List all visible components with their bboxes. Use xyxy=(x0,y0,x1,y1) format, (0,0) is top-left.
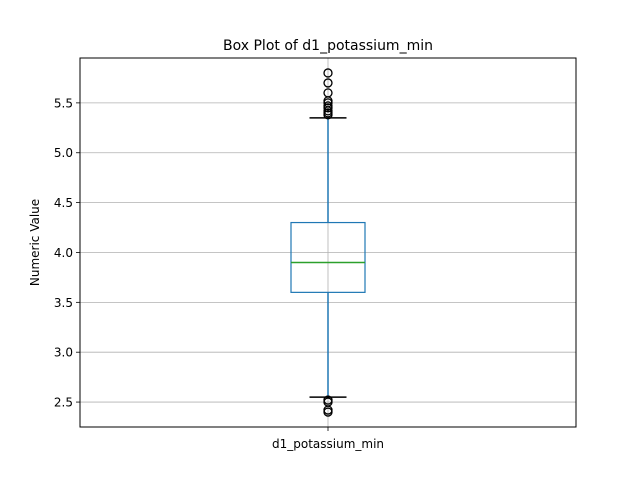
outlier-point xyxy=(323,395,333,405)
x-tick-label: d1_potassium_min xyxy=(272,437,384,451)
outlier-point xyxy=(323,68,333,78)
y-tick-label: 2.5 xyxy=(54,396,73,410)
y-axis-label: Numeric Value xyxy=(28,199,42,286)
y-tick-label: 5.0 xyxy=(54,146,73,160)
y-tick-label: 4.5 xyxy=(54,196,73,210)
x-axis-ticks: d1_potassium_min xyxy=(272,427,384,451)
y-tick-label: 4.0 xyxy=(54,246,73,260)
y-tick-label: 5.5 xyxy=(54,96,73,110)
chart-title: Box Plot of d1_potassium_min xyxy=(223,38,433,54)
y-tick-label: 3.5 xyxy=(54,296,73,310)
box-group xyxy=(290,68,366,417)
outlier-point xyxy=(323,78,333,88)
y-axis-ticks: 2.5 3.0 3.5 4.0 4.5 5.0 5.5 xyxy=(54,96,80,410)
outlier-point xyxy=(323,101,333,111)
iqr-box xyxy=(290,221,366,293)
outlier-point xyxy=(323,88,333,98)
y-tick-label: 3.0 xyxy=(54,346,73,360)
